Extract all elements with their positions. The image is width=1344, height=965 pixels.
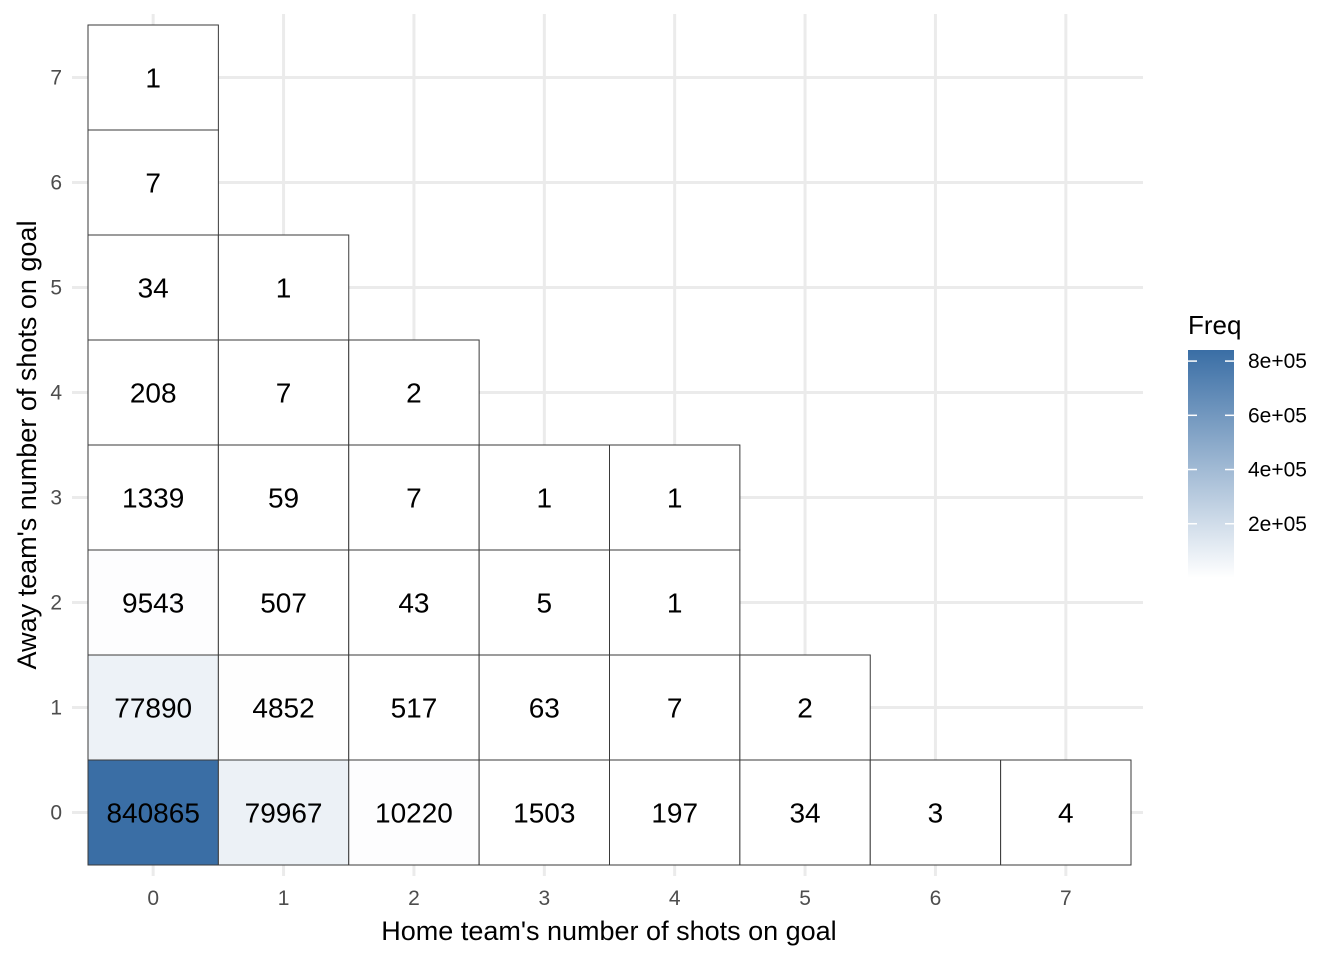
heatmap-cell	[869, 759, 1002, 866]
x-tick-label: 7	[1060, 887, 1072, 910]
cell-value-label: 1	[537, 483, 553, 514]
cell-value-label: 34	[789, 798, 820, 829]
cell-value-label: 1	[667, 483, 683, 514]
heatmap-cell	[478, 759, 610, 866]
cell-value-label: 7	[406, 483, 422, 514]
cell-value-label: 517	[391, 693, 438, 724]
legend-ticks: 2e+05 4e+05 6e+05 8e+05	[1188, 350, 1307, 536]
cell-value-label: 10220	[375, 798, 453, 829]
y-tick-label: 0	[50, 802, 62, 825]
cell-value-label: 208	[130, 378, 177, 409]
x-tick-label: 1	[278, 887, 290, 910]
heatmap-cell	[348, 339, 480, 446]
heatmap-cell	[609, 654, 741, 761]
cell-value-label: 7	[145, 168, 161, 199]
cell-value-label: 507	[260, 588, 307, 619]
heatmap-cell	[739, 654, 871, 761]
heatmap-cell	[87, 24, 219, 131]
cell-value-label: 9543	[122, 588, 184, 619]
cell-value-label: 1339	[122, 483, 184, 514]
y-tick-label: 3	[50, 487, 62, 510]
heatmap-cell	[348, 549, 480, 656]
cell-value-label: 3	[928, 798, 944, 829]
heatmap-cell	[87, 234, 219, 341]
legend-colorbar	[1188, 350, 1234, 578]
heatmap-cell	[478, 549, 610, 656]
cell-value-label: 79967	[245, 798, 323, 829]
heatmap-cell	[87, 654, 219, 761]
x-tick-label: 2	[408, 887, 420, 910]
y-tick-label: 5	[50, 277, 62, 300]
cell-value-label: 1503	[513, 798, 575, 829]
cell-value-label: 43	[398, 588, 429, 619]
x-tick-label: 6	[930, 887, 942, 910]
heatmap-cell	[348, 444, 480, 551]
x-tick-label: 5	[799, 887, 811, 910]
cell-value-label: 77890	[114, 693, 192, 724]
heatmap-cell	[348, 759, 480, 866]
cell-value-label: 7	[276, 378, 292, 409]
x-tick-label: 0	[147, 887, 159, 910]
heatmap-cells	[87, 24, 1132, 866]
legend-tick-label: 6e+05	[1248, 404, 1307, 427]
x-tick-label: 3	[538, 887, 550, 910]
heatmap-cell	[217, 444, 350, 551]
cell-value-label: 2	[797, 693, 813, 724]
cell-value-label: 1	[276, 273, 292, 304]
cell-value-label: 1	[145, 63, 161, 94]
heatmap-cell	[217, 549, 350, 656]
heatmap-cell	[739, 759, 871, 866]
y-tick-label: 7	[50, 67, 62, 90]
y-tick-label: 1	[50, 697, 62, 720]
cell-value-label: 197	[651, 798, 698, 829]
y-axis-title: Away team's number of shots on goal	[12, 221, 42, 670]
heatmap-cell	[217, 654, 350, 761]
heatmap-cell	[348, 654, 480, 761]
heatmap-cell	[217, 234, 350, 341]
cell-value-label: 34	[138, 273, 169, 304]
legend-tick-label: 2e+05	[1248, 513, 1307, 536]
cell-value-label: 4	[1058, 798, 1074, 829]
heatmap-cell	[478, 654, 610, 761]
x-axis-title: Home team's number of shots on goal	[381, 916, 836, 946]
cell-value-label: 7	[667, 693, 683, 724]
legend-title: Freq	[1188, 310, 1241, 340]
legend-tick-label: 8e+05	[1248, 350, 1307, 373]
cell-value-label: 840865	[106, 798, 199, 829]
heatmap-cell	[1000, 759, 1132, 866]
heatmap-cell	[87, 549, 219, 656]
y-tick-label: 2	[50, 592, 62, 615]
heatmap-cell	[87, 759, 219, 866]
x-tick-label: 4	[669, 887, 681, 910]
heatmap-cell	[217, 339, 350, 446]
cell-value-label: 5	[537, 588, 553, 619]
cell-value-label: 2	[406, 378, 422, 409]
cell-value-label: 63	[529, 693, 560, 724]
heatmap-cell	[609, 759, 741, 866]
cell-value-label: 1	[667, 588, 683, 619]
cell-value-label: 59	[268, 483, 299, 514]
y-tick-label: 6	[50, 172, 62, 195]
color-legend: Freq 2e+05 4e+05 6e+05 8e+05	[1188, 310, 1307, 578]
y-tick-label: 4	[50, 382, 62, 405]
heatmap-cell	[609, 444, 741, 551]
heatmap-cell	[87, 444, 219, 551]
cell-value-label: 4852	[252, 693, 314, 724]
legend-tick-label: 4e+05	[1248, 459, 1307, 482]
heatmap-cell	[478, 444, 610, 551]
heatmap-cell	[87, 129, 219, 236]
heatmap-cell	[609, 549, 741, 656]
heatmap-cell	[217, 759, 350, 866]
